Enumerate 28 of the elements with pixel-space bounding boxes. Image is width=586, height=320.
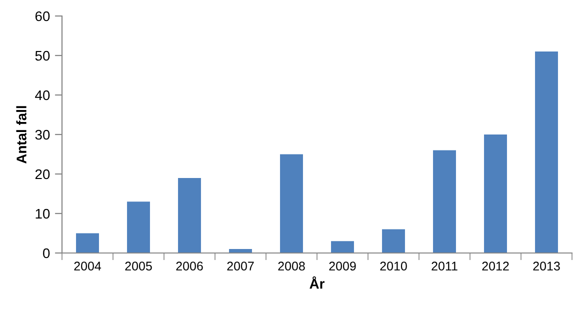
x-tick-label: 2012 (482, 262, 509, 271)
x-tick-label: 2005 (125, 262, 152, 271)
bar (433, 150, 456, 253)
x-tick-label: 2010 (380, 262, 407, 271)
y-axis-title: Antal fall (16, 106, 26, 164)
bar (331, 241, 354, 253)
y-tick-label: 10 (36, 208, 50, 219)
x-tick-label: 2013 (533, 262, 560, 271)
bar (280, 154, 303, 253)
y-tick-label: 60 (35, 11, 50, 22)
bar (178, 178, 201, 253)
x-tick-label: 2007 (227, 262, 254, 271)
x-tick-label: 2011 (432, 262, 458, 271)
bar (127, 202, 150, 253)
bar (76, 233, 99, 253)
x-tick-label: 2006 (176, 262, 203, 271)
bar (484, 134, 507, 253)
y-tick-label: 40 (35, 90, 50, 100)
bar (535, 52, 558, 253)
x-axis-title: År (310, 276, 325, 289)
y-tick-label: 20 (35, 169, 50, 180)
x-tick-label: 2004 (74, 262, 102, 271)
x-tick-label: 2009 (329, 262, 356, 271)
x-tick-label: 2008 (278, 262, 305, 271)
y-tick-label: 0 (43, 248, 50, 258)
y-tick-label: 30 (35, 130, 50, 140)
bar (382, 229, 405, 253)
y-tick-label: 50 (35, 50, 50, 61)
